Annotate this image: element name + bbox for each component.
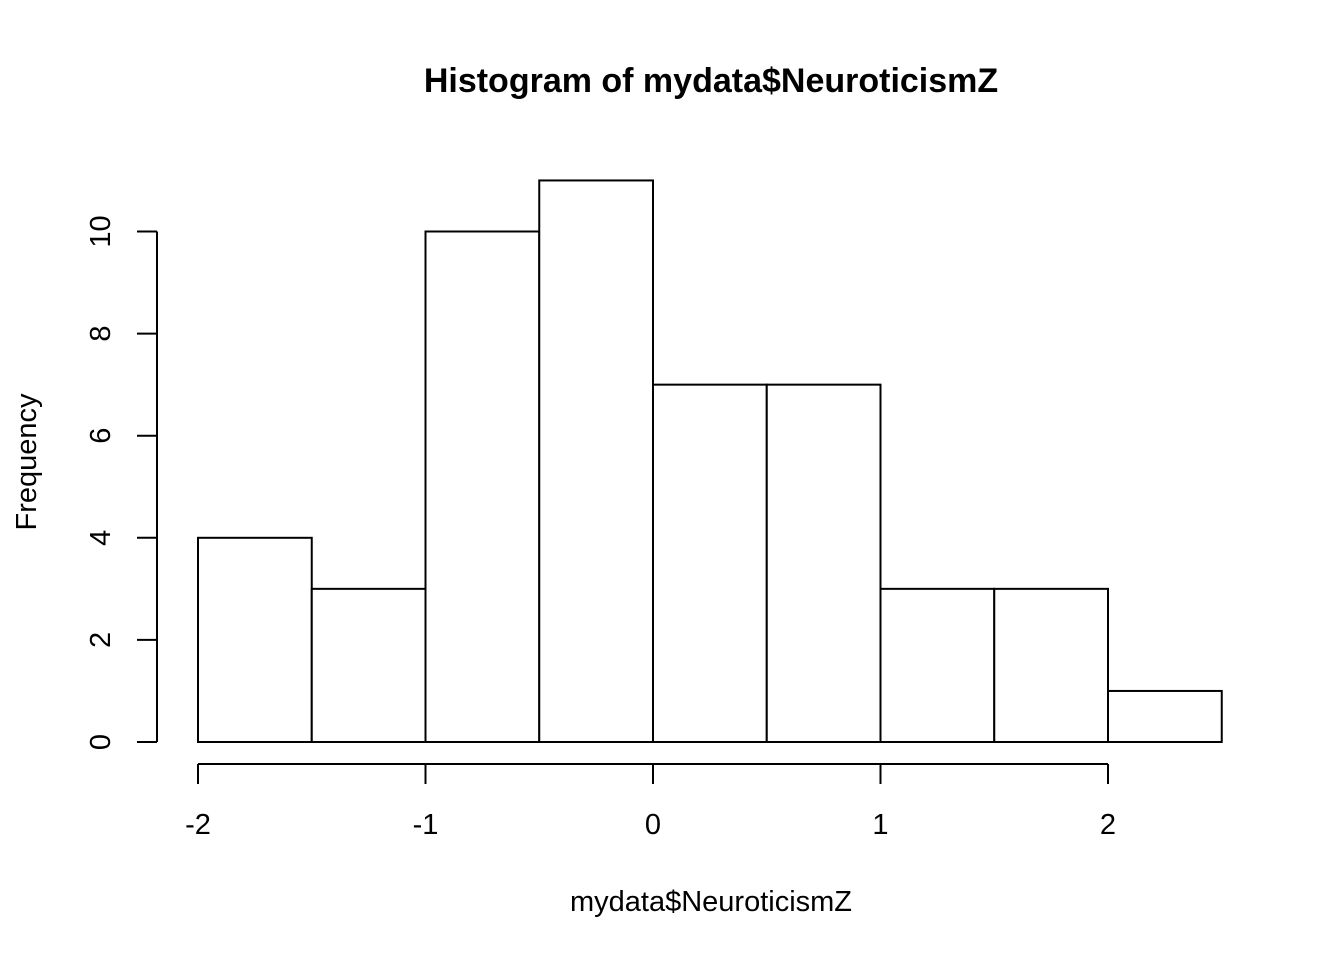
x-tick-label: -1 — [413, 809, 439, 841]
y-tick-label: 8 — [85, 326, 117, 342]
x-tick-label: -2 — [185, 809, 211, 841]
x-tick-label: 1 — [872, 809, 888, 841]
histogram-bar — [879, 587, 996, 743]
histogram-bar — [1107, 689, 1223, 744]
chart-title: Histogram of mydata$NeuroticismZ — [424, 62, 998, 100]
y-tick-label: 4 — [85, 530, 117, 546]
histogram-bar — [424, 230, 541, 743]
histogram-bar — [197, 536, 313, 743]
y-axis-label: Frequency — [11, 393, 43, 531]
x-tick-label: 0 — [645, 809, 661, 841]
y-tick-label: 0 — [85, 734, 117, 750]
histogram-bar — [765, 383, 882, 743]
histogram-bar — [310, 587, 427, 743]
bars-group — [197, 179, 1223, 744]
y-tick-label: 2 — [85, 632, 117, 648]
histogram-bar — [538, 179, 654, 743]
x-axis-label: mydata$NeuroticismZ — [570, 886, 852, 918]
x-tick-label: 2 — [1100, 809, 1116, 841]
histogram-bar — [652, 383, 768, 743]
y-axis: 0 2 4 6 8 10 — [85, 215, 158, 750]
x-axis: -2 -1 0 1 2 — [185, 763, 1116, 841]
y-tick-label: 6 — [85, 428, 117, 444]
y-tick-label: 10 — [85, 215, 117, 247]
histogram-bar — [993, 587, 1109, 743]
